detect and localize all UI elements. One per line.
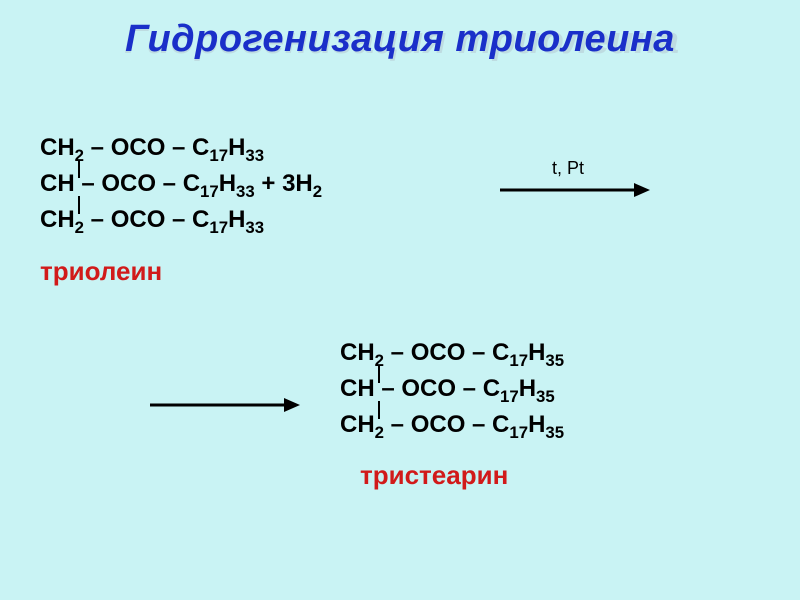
bond-vertical xyxy=(378,365,380,383)
product-line-2: CH – OCO – C17H35 xyxy=(340,371,564,407)
reactant-formula: CH2 – OCO – C17H33 CH – OCO – C17H33 + 3… xyxy=(40,130,322,238)
reaction-conditions: t, Pt xyxy=(552,158,584,179)
product-label: тристеарин xyxy=(360,460,508,491)
bond-vertical xyxy=(78,196,80,214)
arrow-top xyxy=(500,180,650,200)
arrow-bottom xyxy=(150,395,300,415)
slide-title: Гидрогенизация триолеина xyxy=(125,18,675,60)
slide-background xyxy=(0,0,800,600)
bond-vertical xyxy=(378,401,380,419)
reactant-line-1: CH2 – OCO – C17H33 xyxy=(40,130,322,166)
product-formula: CH2 – OCO – C17H35 CH – OCO – C17H35 CH2… xyxy=(340,335,564,443)
reactant-line-3: CH2 – OCO – C17H33 xyxy=(40,202,322,238)
bond-vertical xyxy=(78,160,80,178)
reactant-line-2: CH – OCO – C17H33 + 3H2 xyxy=(40,166,322,202)
product-line-3: CH2 – OCO – C17H35 xyxy=(340,407,564,443)
reactant-label: триолеин xyxy=(40,256,162,287)
product-line-1: CH2 – OCO – C17H35 xyxy=(340,335,564,371)
